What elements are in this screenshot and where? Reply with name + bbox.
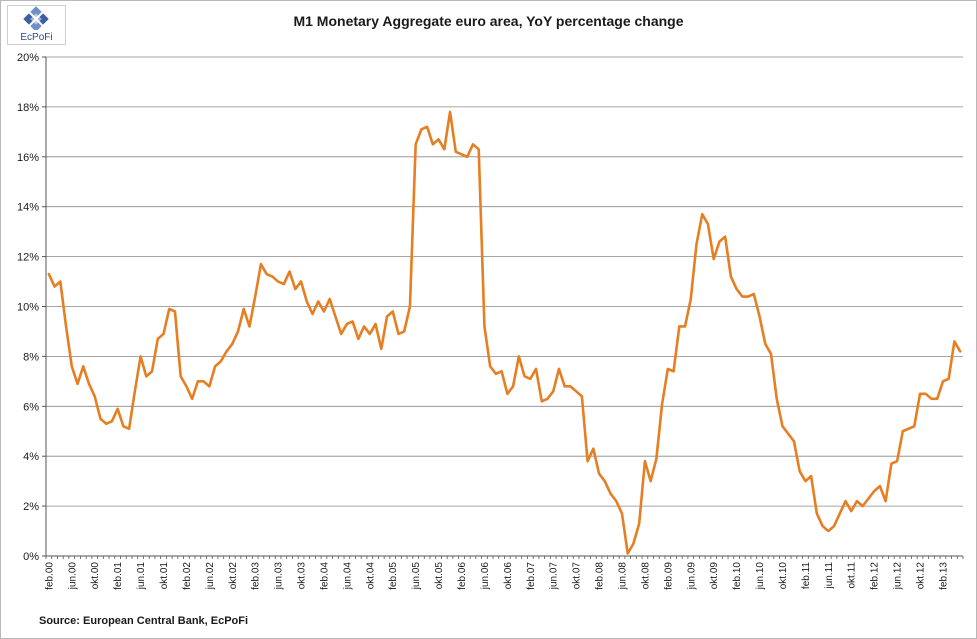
x-tick-label: okt.08 [640,562,651,590]
x-tick-label: okt.12 [916,562,927,590]
x-tick-label: jun.11 [824,562,835,590]
x-tick-label: feb.13 [938,562,949,590]
ecpofi-logo: EcPoFi [7,5,66,45]
x-tick-label: okt.04 [365,562,376,590]
y-tick-label: 20% [17,52,39,64]
logo-text: EcPoFi [20,32,53,43]
x-tick-label: feb.08 [595,562,606,590]
x-tick-label: okt.05 [434,562,445,590]
x-tick-label: jun.03 [274,562,285,591]
x-tick-label: feb.07 [526,562,537,590]
x-tick-label: jun.01 [136,562,147,591]
x-tick-label: okt.03 [297,562,308,590]
x-tick-label: jun.08 [617,562,628,591]
x-tick-label: feb.04 [319,562,330,590]
x-tick-label: jun.02 [205,562,216,591]
x-tick-label: jun.07 [549,562,560,591]
x-tick-label: jun.06 [480,562,491,591]
x-tick-label: jun.10 [755,562,766,591]
x-tick-label: feb.03 [251,562,262,590]
x-tick-label: jun.04 [342,562,353,591]
x-tick-label: feb.02 [182,562,193,590]
source-note: Source: European Central Bank, EcPoFi [39,615,249,627]
y-tick-label: 4% [23,451,39,463]
chart-title: M1 Monetary Aggregate euro area, YoY per… [293,13,684,29]
x-tick-label: feb.05 [388,562,399,590]
y-tick-label: 6% [23,401,39,413]
series-line-m1 [47,110,962,555]
x-tick-label: okt.02 [228,562,239,590]
y-tick-label: 12% [17,252,39,264]
x-tick-label: okt.09 [709,562,720,590]
axes [42,56,964,559]
grid-lines [46,56,963,507]
x-tick-label: okt.07 [572,562,583,590]
y-tick-label: 2% [23,501,39,513]
y-tick-label: 18% [17,102,39,114]
y-tick-label: 16% [17,152,39,164]
x-tick-label: feb.10 [732,562,743,590]
x-tick-label: feb.06 [457,562,468,590]
x-tick-label: jun.09 [686,562,697,591]
x-tick-label: okt.10 [778,562,789,590]
y-axis-ticks: 0% 2% 4% 6% 8% 10% 12% 14% 16% 18% 20% [17,52,39,563]
x-tick-label: feb.12 [870,562,881,590]
x-tick-label: okt.06 [503,562,514,590]
x-axis-ticks: feb.00 jun.00 okt.00 feb.01 jun.01 okt.01 feb.… [44,562,949,591]
series-layer [47,110,962,555]
x-tick-label: feb.11 [801,562,812,589]
x-tick-label: jun.12 [893,562,904,591]
y-tick-label: 8% [23,351,39,363]
x-tick-label: feb.01 [113,562,124,590]
x-tick-label: jun.00 [67,562,78,591]
logo-emblem-icon [23,6,49,32]
x-tick-label: okt.01 [159,562,170,590]
y-tick-label: 10% [17,302,39,314]
x-tick-label: jun.05 [411,562,422,591]
y-tick-label: 0% [23,551,39,563]
y-tick-label: 14% [17,202,39,214]
x-tick-label: okt.00 [90,562,101,590]
x-tick-label: feb.09 [663,562,674,590]
x-tick-label: feb.00 [44,562,55,590]
x-tick-label: okt.11 [847,562,858,589]
